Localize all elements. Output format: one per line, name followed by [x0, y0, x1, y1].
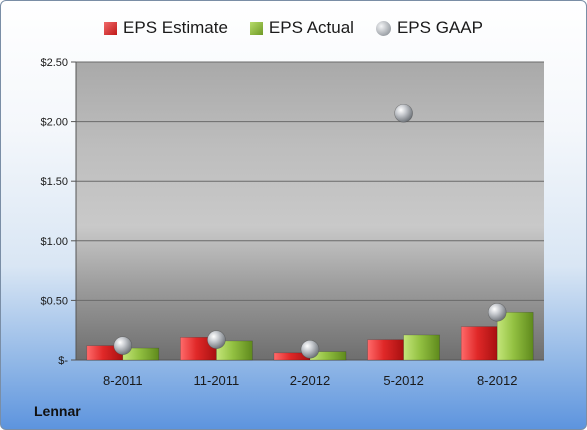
y-tick-label-0: $-: [58, 355, 68, 367]
point-eps-gaap-5-2012: [394, 103, 413, 123]
gaap-points: [113, 103, 507, 359]
plot-area: [76, 62, 544, 360]
point-eps-gaap-8-2012: [487, 303, 507, 322]
y-tick-label-1: $0.50: [40, 295, 68, 307]
x-tick-label-2-2012: 2-2012: [290, 373, 330, 388]
y-axis: $- $0.50 $1.00 $1.50 $2.00 $2.50: [40, 57, 77, 367]
legend-swatch-eps-gaap: [375, 20, 391, 36]
point-eps-gaap-2-2012: [300, 339, 320, 359]
legend-label-eps-gaap: EPS GAAP: [396, 18, 483, 37]
grid-lines: [76, 61, 544, 301]
y-tick-label-3: $1.50: [40, 176, 68, 188]
y-tick-label-5: $2.50: [40, 57, 68, 69]
point-eps-gaap-11-2011: [207, 330, 226, 350]
bar-eps-actual-8-2012: [496, 312, 534, 361]
bar-eps-estimate-5-2012: [367, 339, 404, 361]
x-tick-label-8-2012: 8-2012: [477, 373, 517, 388]
legend-item-eps-gaap: EPS GAAP: [375, 18, 483, 38]
company-name: Lennar: [34, 403, 81, 419]
legend-item-eps-estimate: EPS Estimate: [104, 18, 228, 38]
legend-swatch-eps-actual: [249, 21, 263, 35]
x-axis: 8-2011 11-2011 2-2012 5-2012 8-2012: [76, 359, 544, 388]
legend-swatch-eps-estimate: [104, 21, 118, 35]
legend-label-eps-actual: EPS Actual: [268, 18, 354, 37]
legend: EPS Estimate EPS Actual EPS GAAP: [0, 14, 587, 42]
bar-eps-estimate-8-2012: [460, 326, 498, 361]
x-tick-label-11-2011: 11-2011: [194, 373, 240, 388]
legend-item-eps-actual: EPS Actual: [249, 18, 354, 38]
x-tick-label-8-2011: 8-2011: [103, 373, 143, 388]
legend-label-eps-estimate: EPS Estimate: [123, 18, 228, 37]
bar-eps-actual-5-2012: [403, 334, 440, 361]
bars: [86, 312, 534, 361]
y-tick-label-4: $2.00: [40, 117, 68, 129]
x-tick-label-5-2012: 5-2012: [383, 373, 423, 388]
y-tick-label-2: $1.00: [40, 236, 68, 248]
point-eps-gaap-8-2011: [113, 336, 133, 355]
bar-eps-actual-11-2011: [216, 340, 253, 361]
